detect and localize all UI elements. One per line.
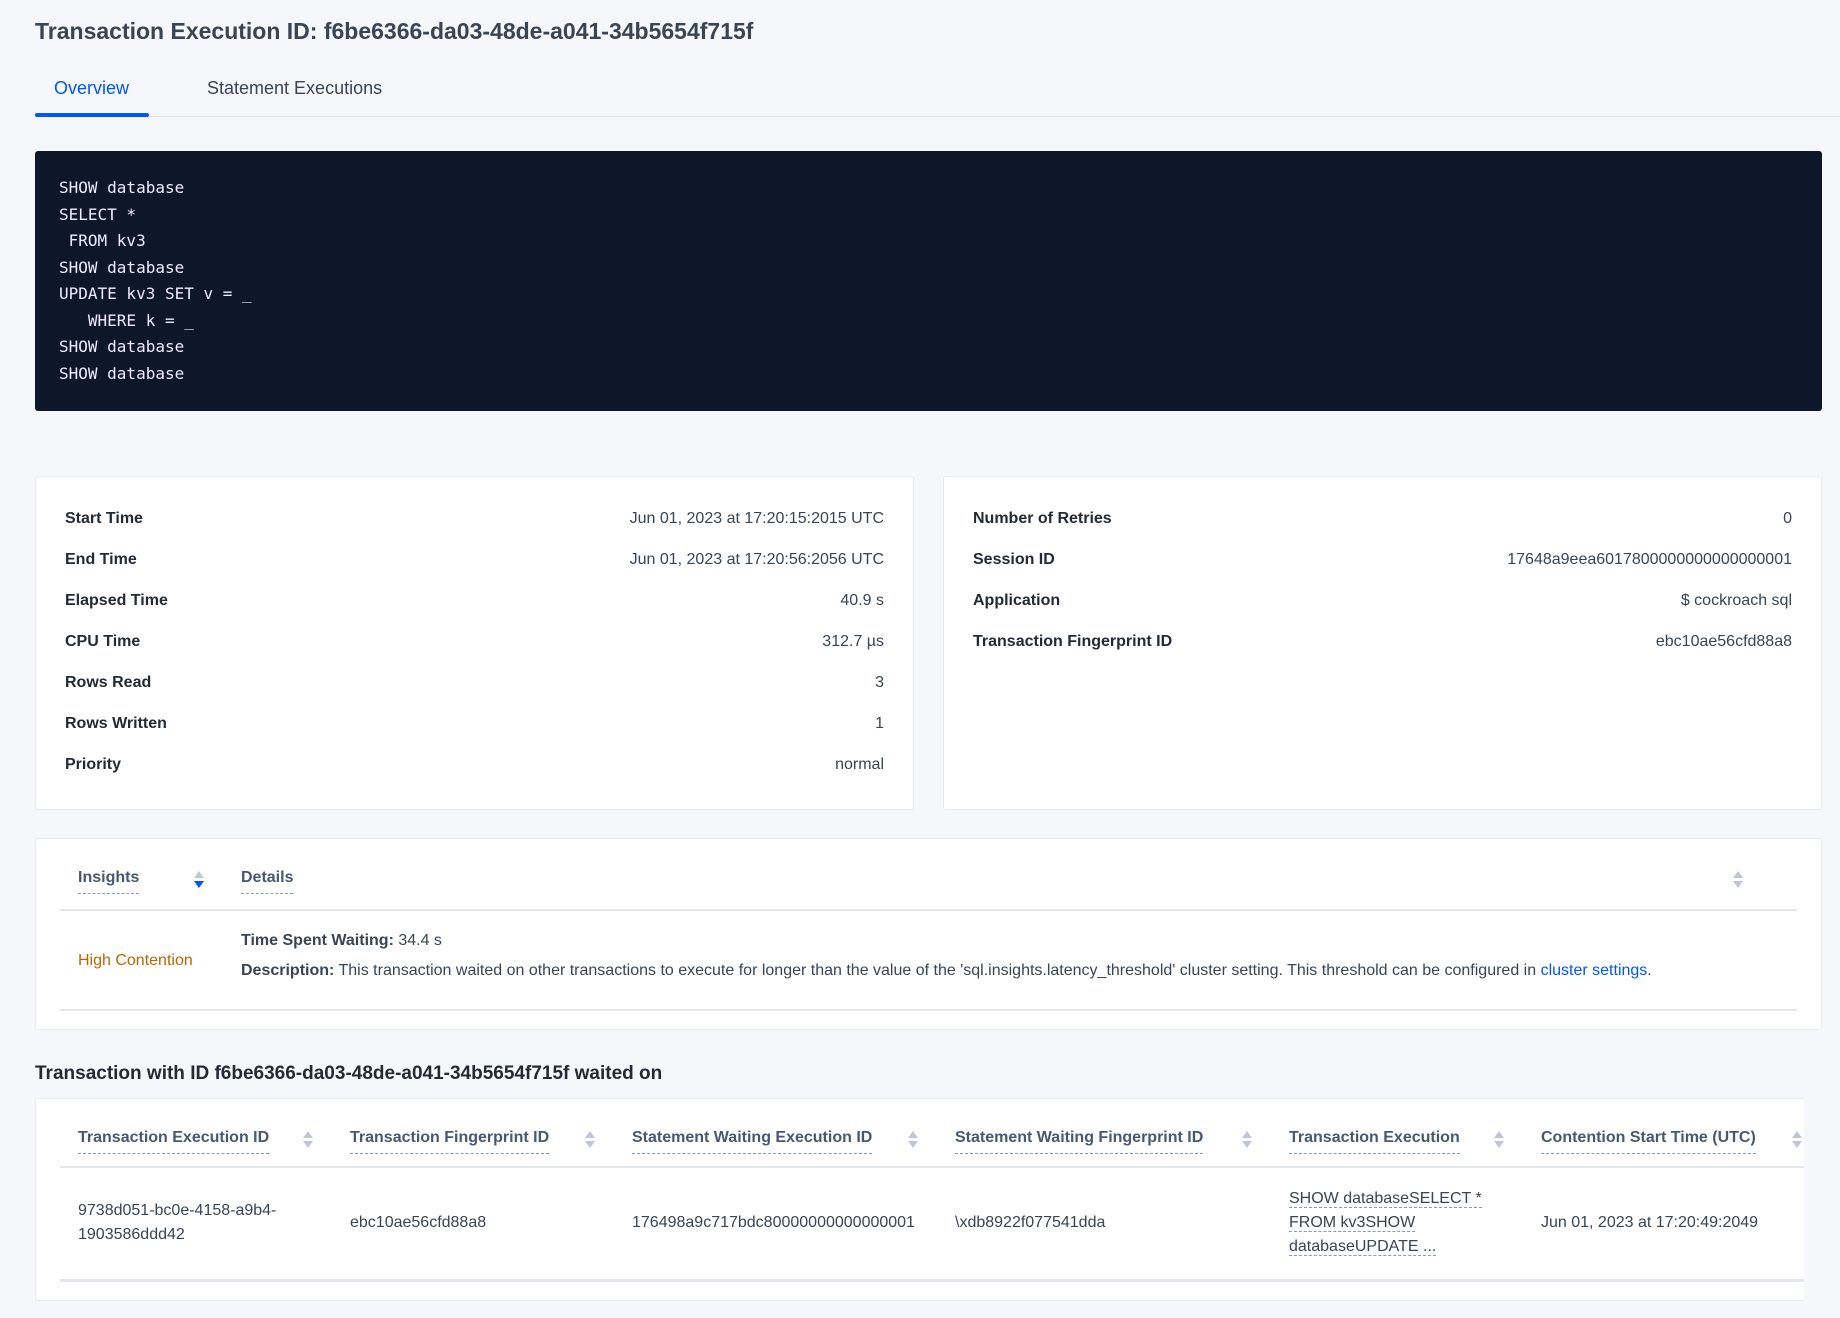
divider [60,1279,1804,1282]
summary-row-cpu-time: CPU Time 312.7 µs [65,633,884,674]
summary-row-session-id: Session ID 17648a9eea60178000000000000000… [973,551,1792,592]
value: normal [835,756,884,773]
text: This transaction waited on other transac… [338,962,1537,979]
txn-exec-id-cell[interactable]: 9738d051-bc0e-4158-a9b4- 1903586ddd42 [78,1199,276,1247]
label: Time Spent Waiting: [241,932,394,949]
label: Number of Retries [973,510,1112,527]
sort-icon[interactable] [303,1131,313,1149]
txn-execution-cell[interactable]: SHOW databaseSELECT * FROM kv3SHOW databas… [1289,1187,1482,1259]
fingerprint-link[interactable]: ebc10ae56cfd88a8 [1655,633,1792,650]
label: Transaction Fingerprint ID [973,633,1173,650]
label: Elapsed Time [65,592,168,609]
label: CPU Time [65,633,141,650]
column-header-contention-start[interactable]: Contention Start Time (UTC) [1541,1129,1756,1154]
txn-exec-id-line: 9738d051-bc0e-4158-a9b4- [78,1202,277,1219]
column-header-txn-execution[interactable]: Transaction Execution [1289,1129,1460,1154]
waited-on-heading: Transaction with ID f6be6366-da03-48de-a… [35,1063,663,1084]
sort-icon[interactable] [194,871,204,889]
column-header-txn-exec-id[interactable]: Transaction Execution ID [78,1129,270,1154]
tab-bar: Overview Statement Executions [35,70,1840,117]
cluster-settings-link[interactable]: cluster settings [1540,962,1648,979]
text-end: . [1647,962,1652,979]
value: 34.4 s [398,932,442,949]
value: 312.7 µs [822,633,884,650]
txn-exec-id-line: 1903586ddd42 [78,1226,185,1243]
summary-row-rows-read: Rows Read 3 [65,674,884,715]
summary-row-retries: Number of Retries 0 [973,510,1792,551]
contention-start-cell: Jun 01, 2023 at 17:20:49:2049 [1541,1214,1759,1231]
tab-statement-executions[interactable]: Statement Executions [207,78,383,98]
page-title: Transaction Execution ID: f6be6366-da03-… [35,18,754,44]
txn-execution-line: databaseUPDATE ... [1289,1238,1437,1256]
sort-icon[interactable] [1733,871,1743,889]
label: Application [973,592,1061,609]
column-header-insights[interactable]: Insights [78,869,140,894]
sort-icon[interactable] [585,1131,595,1149]
insights-table: Insights Details High Contention Time Sp… [35,838,1822,1030]
column-header-stmt-exec-id[interactable]: Statement Waiting Execution ID [632,1129,873,1154]
txn-execution-line: SHOW databaseSELECT * [1289,1190,1482,1208]
sql-code-block: SHOW database SELECT * FROM kv3 SHOW dat… [35,151,1822,411]
label: End Time [65,551,137,568]
summary-row-fingerprint-id: Transaction Fingerprint ID ebc10ae56cfd88… [973,633,1792,674]
txn-execution-line: FROM kv3SHOW [1289,1214,1416,1232]
value: 40.9 s [840,592,884,609]
sort-icon[interactable] [1242,1131,1252,1149]
label: Session ID [973,551,1055,568]
column-header-txn-fingerprint-id[interactable]: Transaction Fingerprint ID [350,1129,550,1154]
stmt-fingerprint-cell[interactable]: \xdb8922f077541dda [955,1214,1106,1231]
divider [60,909,1797,911]
time-spent-waiting: Time Spent Waiting: 34.4 s [241,929,442,953]
summary-card-left: Start Time Jun 01, 2023 at 17:20:15:2015 … [35,476,914,810]
summary-row-application: Application $ cockroach sql [973,592,1792,633]
divider [60,1009,1797,1011]
value: 0 [1783,510,1792,527]
column-header-stmt-fingerprint-id[interactable]: Statement Waiting Fingerprint ID [955,1129,1204,1154]
value: Jun 01, 2023 at 17:20:15:2015 UTC [629,510,884,527]
column-header-details[interactable]: Details [241,869,294,894]
summary-row-rows-written: Rows Written 1 [65,715,884,756]
txn-fingerprint-cell[interactable]: ebc10ae56cfd88a8 [350,1214,487,1231]
tab-overview[interactable]: Overview [54,78,130,98]
label: Start Time [65,510,143,527]
sort-icon[interactable] [908,1131,918,1149]
insight-description: Description: This transaction waited on … [241,959,1652,983]
label: Rows Written [65,715,167,732]
summary-card-right: Number of Retries 0 Session ID 17648a9eea6… [943,476,1822,810]
waited-on-table: Transaction Execution ID Transaction Fin… [35,1098,1804,1301]
divider [60,1166,1804,1168]
sort-icon[interactable] [1494,1131,1504,1149]
summary-row-elapsed-time: Elapsed Time 40.9 s [65,592,884,633]
label: Priority [65,756,122,773]
active-tab-indicator [35,113,149,117]
value: Jun 01, 2023 at 17:20:56:2056 UTC [629,551,884,568]
value: 1 [875,715,884,732]
sort-icon[interactable] [1792,1131,1802,1149]
label: Rows Read [65,674,152,691]
value: 3 [875,674,884,691]
value: 17648a9eea6017800000000000000001 [1507,551,1792,568]
insight-type: High Contention [78,952,193,969]
summary-row-end-time: End Time Jun 01, 2023 at 17:20:56:2056 UT… [65,551,884,592]
summary-row-priority: Priority normal [65,756,884,797]
label: Description: [241,962,335,979]
value: $ cockroach sql [1680,592,1792,609]
summary-row-start-time: Start Time Jun 01, 2023 at 17:20:15:2015 … [65,510,884,551]
stmt-exec-id-cell[interactable]: 176498a9c717bdc80000000000000001 [632,1214,915,1231]
